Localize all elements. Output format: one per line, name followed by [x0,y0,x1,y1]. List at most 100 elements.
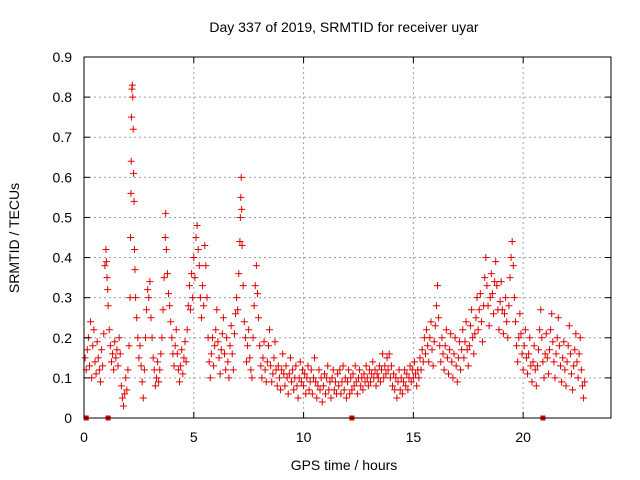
data-point [429,362,437,370]
data-point [134,334,142,342]
data-point [488,290,496,298]
data-point [398,390,406,398]
data-point [460,354,468,362]
data-point [273,382,281,390]
data-point [120,402,128,410]
data-point [236,238,244,246]
data-point [462,318,470,326]
data-point [555,342,563,350]
data-point [114,362,122,370]
data-point [383,354,391,362]
data-point [171,342,179,350]
data-point [353,390,361,398]
data-point [397,374,405,382]
data-point [412,370,420,378]
data-point [451,334,459,342]
data-point [342,394,350,402]
chart-title: Day 337 of 2019, SRMTID for receiver uya… [209,19,479,35]
data-point [283,374,291,382]
data-point [167,318,175,326]
data-point [327,394,335,402]
data-point [309,374,317,382]
data-point [518,350,526,358]
data-point [553,334,561,342]
data-point [474,326,482,334]
data-point [266,326,274,334]
data-point [434,282,442,290]
data-point [527,362,535,370]
data-point [385,350,393,358]
data-point [121,390,129,398]
data-point [188,270,196,278]
data-point [501,310,509,318]
data-point [239,282,247,290]
data-point [544,370,552,378]
data-point [349,370,357,378]
data-point [218,330,226,338]
data-point [225,374,233,382]
data-point [482,254,490,262]
data-point [238,205,246,213]
data-point [190,254,198,262]
data-point [137,362,145,370]
data-point [172,326,180,334]
data-point [476,290,484,298]
data-point [217,346,225,354]
data-point [334,370,342,378]
data-point [102,246,110,254]
data-point [259,354,267,362]
data-point [128,81,136,89]
data-point [109,350,117,358]
data-point [567,370,575,378]
data-point [292,362,300,370]
data-point [297,378,305,386]
data-point [162,246,170,254]
data-point [511,318,519,326]
data-point [286,354,294,362]
data-point [113,346,121,354]
data-point [493,282,501,290]
data-point [573,358,581,366]
data-point [378,366,386,374]
data-point [185,282,193,290]
data-point [530,342,538,350]
data-point [199,282,207,290]
data-point [581,378,589,386]
data-point [324,362,332,370]
data-point [502,294,510,302]
data-point [285,370,293,378]
data-point [183,326,191,334]
data-point [305,386,313,394]
data-point [570,362,578,370]
data-point [465,342,473,350]
data-point [396,386,404,394]
data-point [96,378,104,386]
data-point [229,366,237,374]
data-point [111,338,119,346]
data-point [288,378,296,386]
data-point [278,366,286,374]
data-point [459,326,467,334]
data-point [536,326,544,334]
data-point [141,334,149,342]
data-point [179,370,187,378]
data-point [477,318,485,326]
data-point [439,350,447,358]
data-point [127,113,135,121]
data-point [151,382,159,390]
data-point [510,294,518,302]
data-point [202,262,210,270]
data-point [208,334,216,342]
data-point [124,366,132,374]
data-point [556,362,564,370]
data-point [328,374,336,382]
y-tick-label: 0 [64,410,72,426]
data-point [418,346,426,354]
data-point [528,378,536,386]
data-point [367,378,375,386]
data-point [486,294,494,302]
data-point [517,330,525,338]
data-point [516,310,524,318]
data-point [257,362,265,370]
data-point [569,386,577,394]
